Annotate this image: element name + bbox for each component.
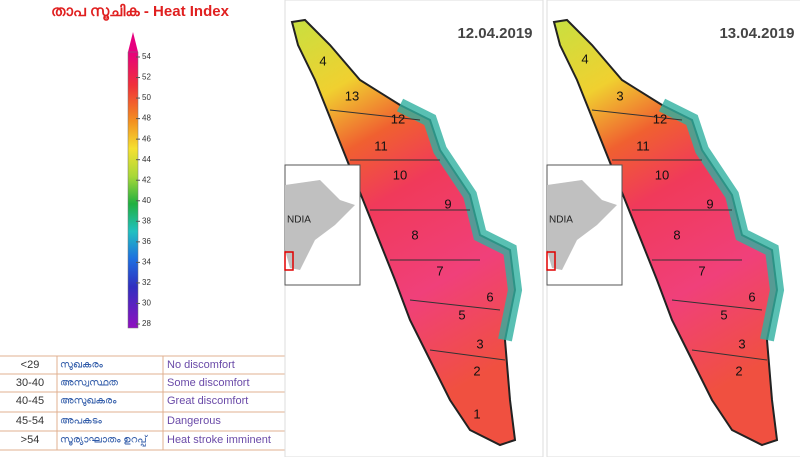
- english-cell: No discomfort: [167, 359, 235, 371]
- english-cell: Dangerous: [167, 415, 221, 427]
- district-label: 12: [653, 111, 667, 126]
- district-label: 2: [735, 363, 742, 378]
- malayalam-cell: അസുഖകരം: [60, 396, 117, 407]
- legend-panel: [0, 0, 285, 457]
- tick-label: 32: [142, 278, 151, 287]
- tick-label: 50: [142, 93, 151, 102]
- district-label: 8: [673, 227, 680, 242]
- district-label: 10: [393, 167, 407, 182]
- map-date: 13.04.2019: [719, 25, 794, 42]
- district-label: 13: [345, 88, 359, 103]
- tick-label: 48: [142, 114, 151, 123]
- english-cell: Heat stroke imminent: [167, 434, 271, 446]
- district-label: 3: [616, 88, 623, 103]
- tick-label: 36: [142, 237, 151, 246]
- malayalam-cell: സുഖകരം: [60, 360, 104, 371]
- district-label: 6: [486, 289, 493, 304]
- tick-label: 38: [142, 216, 151, 225]
- colorbar-arrow: [128, 32, 138, 52]
- english-cell: Some discomfort: [167, 377, 250, 389]
- district-label: 7: [436, 263, 443, 278]
- inset-label: NDIA: [549, 215, 573, 226]
- district-label: 11: [374, 138, 388, 153]
- colorbar: [127, 51, 139, 329]
- inset-label: NDIA: [287, 215, 311, 226]
- malayalam-cell: അപകടം: [60, 416, 103, 427]
- tick-label: 54: [142, 52, 151, 61]
- district-label: 5: [458, 307, 465, 322]
- legend-title: താപ സൂചിക - Heat Index: [51, 3, 230, 22]
- malayalam-cell: അസ്വസ്ഥത: [60, 378, 118, 389]
- district-label: 7: [698, 263, 705, 278]
- tick-label: 34: [142, 257, 151, 266]
- tick-label: 44: [142, 155, 151, 164]
- district-label: 3: [738, 336, 745, 351]
- malayalam-cell: സൂര്യാഘാതം ഉറപ്പ്: [60, 434, 149, 446]
- district-label: 10: [655, 167, 669, 182]
- district-label: 3: [476, 336, 483, 351]
- district-label: 8: [411, 227, 418, 242]
- tick-label: 46: [142, 134, 151, 143]
- map-date: 12.04.2019: [457, 25, 532, 42]
- district-label: 5: [720, 307, 727, 322]
- district-label: 9: [444, 196, 451, 211]
- tick-label: 52: [142, 73, 151, 82]
- tick-label: 42: [142, 175, 151, 184]
- district-label: 9: [706, 196, 713, 211]
- range-cell: 30-40: [16, 377, 44, 389]
- range-cell: 45-54: [16, 415, 44, 427]
- tick-label: 40: [142, 196, 151, 205]
- district-label: 6: [748, 289, 755, 304]
- range-cell: >54: [21, 434, 40, 446]
- district-label: 4: [581, 51, 588, 66]
- district-label: 1: [473, 406, 480, 421]
- tick-label: 28: [142, 319, 151, 328]
- english-cell: Great discomfort: [167, 395, 248, 407]
- tick-label: 30: [142, 299, 151, 308]
- range-cell: <29: [21, 359, 40, 371]
- district-label: 12: [391, 111, 405, 126]
- district-label: 4: [319, 53, 326, 68]
- district-label: 2: [473, 363, 480, 378]
- range-cell: 40-45: [16, 395, 44, 407]
- district-label: 11: [636, 138, 650, 153]
